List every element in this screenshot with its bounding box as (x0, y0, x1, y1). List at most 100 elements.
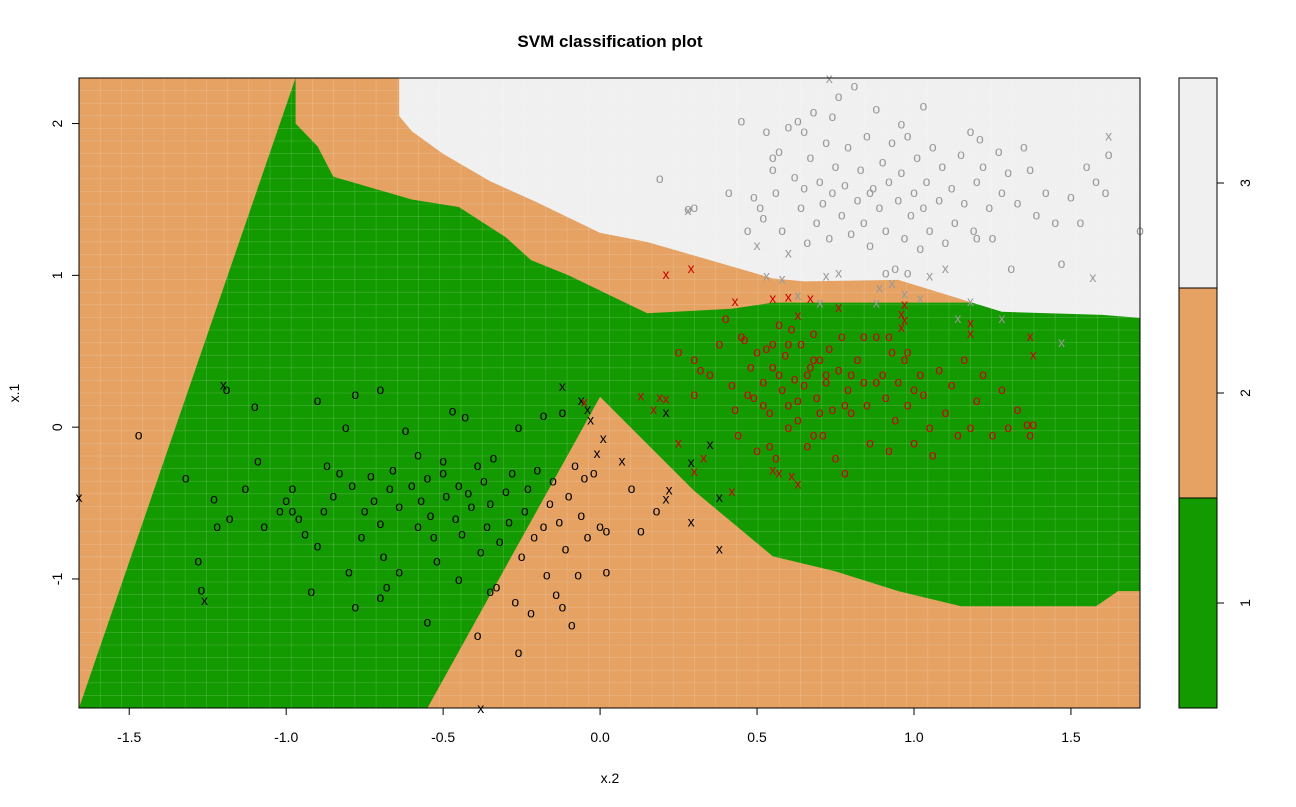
data-point-class-1: o (511, 594, 519, 610)
data-point-class-3: o (879, 153, 887, 169)
data-point-class-1: o (555, 513, 563, 529)
data-point-class-3: o (888, 134, 896, 150)
data-point-class-1: o (524, 480, 532, 496)
data-point-class-2: x (691, 463, 698, 479)
data-point-class-3: x (954, 310, 961, 326)
data-point-class-3: x (942, 260, 949, 276)
data-point-class-2: x (785, 289, 792, 305)
data-point-class-3: o (800, 123, 808, 139)
region-class-1 (79, 78, 1140, 708)
data-point-class-1: o (307, 583, 315, 599)
data-point-class-2: o (860, 374, 868, 390)
data-point-class-1: o (361, 503, 369, 519)
data-point-class-2: o (948, 377, 956, 393)
x-tick-label: 1.0 (904, 729, 924, 745)
legend-label-3: 3 (1237, 179, 1253, 187)
data-point-class-2: o (731, 401, 739, 417)
data-point-class-2: x (732, 293, 739, 309)
data-point-class-2: o (759, 396, 767, 412)
data-point-class-1: x (716, 541, 723, 557)
data-point-class-3: o (989, 229, 997, 245)
data-point-class-1: x (688, 513, 695, 529)
data-point-class-3: x (873, 295, 880, 311)
data-points: oooooooooooooooooooooooooooooooooooooooo… (76, 70, 1145, 716)
data-point-class-3: o (835, 88, 843, 104)
data-point-class-2: o (828, 401, 836, 417)
data-point-class-1: o (461, 409, 469, 425)
data-point-class-1: o (596, 518, 604, 534)
data-point-class-2: x (728, 483, 735, 499)
data-point-class-3: o (844, 138, 852, 154)
data-point-class-1: o (477, 544, 485, 560)
data-point-class-2: o (885, 328, 893, 344)
data-point-class-1: x (716, 489, 723, 505)
data-point-class-2: o (797, 336, 805, 352)
data-point-class-2: o (753, 343, 761, 359)
data-point-class-2: o (866, 434, 874, 450)
data-point-class-1: o (351, 386, 359, 402)
data-point-class-1: x (688, 454, 695, 470)
data-point-class-3: x (754, 237, 761, 253)
data-point-class-3: o (869, 179, 877, 195)
data-point-class-1: o (439, 465, 447, 481)
data-point-class-3: o (800, 179, 808, 195)
data-point-class-2: x (776, 465, 783, 481)
x-tick-label: -1.5 (117, 729, 141, 745)
data-point-class-3: x (684, 202, 691, 218)
data-point-class-3: o (985, 199, 993, 215)
data-point-class-3: o (850, 78, 858, 94)
data-point-class-2: o (800, 377, 808, 393)
data-point-class-2: o (885, 442, 893, 458)
data-point-class-1: o (380, 548, 388, 564)
legend-label-1: 1 (1237, 599, 1253, 607)
data-point-class-3: o (791, 169, 799, 185)
legend-colorbar: 1 2 3 (1178, 77, 1253, 709)
data-point-class-2: o (750, 389, 758, 405)
data-point-class-2: o (794, 392, 802, 408)
data-point-class-2: x (967, 314, 974, 330)
data-point-class-1: o (226, 510, 234, 526)
data-point-class-2: o (910, 381, 918, 397)
data-point-class-3: o (916, 240, 924, 256)
data-point-class-3: o (907, 207, 915, 223)
data-point-class-1: o (590, 465, 598, 481)
data-point-class-2: o (785, 419, 793, 435)
data-point-class-2: o (904, 396, 912, 412)
data-point-class-1: o (389, 462, 397, 478)
data-point-class-1: o (251, 398, 259, 414)
data-point-class-1: o (254, 453, 262, 469)
data-point-class-2: o (916, 366, 924, 382)
data-point-class-3: o (882, 264, 890, 280)
data-point-class-1: o (580, 469, 588, 485)
data-point-class-1: o (455, 477, 463, 493)
data-point-class-2: x (663, 390, 670, 406)
data-point-class-1: o (198, 582, 206, 598)
data-point-class-2: o (737, 328, 745, 344)
data-point-class-1: o (540, 518, 548, 534)
data-point-class-3: o (876, 199, 884, 215)
data-point-class-2: x (1027, 328, 1034, 344)
x-tick-label: -1.0 (274, 729, 298, 745)
data-point-class-2: o (841, 396, 849, 412)
data-point-class-3: o (1058, 255, 1066, 271)
data-point-class-3: o (1026, 161, 1034, 177)
data-point-class-1: o (342, 419, 350, 435)
data-point-class-2: o (803, 366, 811, 382)
data-point-class-3: o (1092, 173, 1100, 189)
data-point-class-1: o (414, 518, 422, 534)
data-point-class-2: o (860, 328, 868, 344)
data-point-class-2: o (706, 366, 714, 382)
data-point-class-2: o (929, 446, 937, 462)
decision-grid (78, 77, 1141, 709)
data-point-class-1: o (565, 487, 573, 503)
data-point-class-2: o (920, 386, 928, 402)
data-point-class-1: o (430, 528, 438, 544)
data-point-class-2: o (813, 389, 821, 405)
data-point-class-3: x (816, 295, 823, 311)
data-point-class-1: o (442, 487, 450, 503)
data-point-class-3: x (901, 286, 908, 302)
data-point-class-2: o (722, 310, 730, 326)
data-point-class-2: o (872, 374, 880, 390)
data-point-class-1: x (666, 481, 673, 497)
data-point-class-2: o (775, 316, 783, 332)
